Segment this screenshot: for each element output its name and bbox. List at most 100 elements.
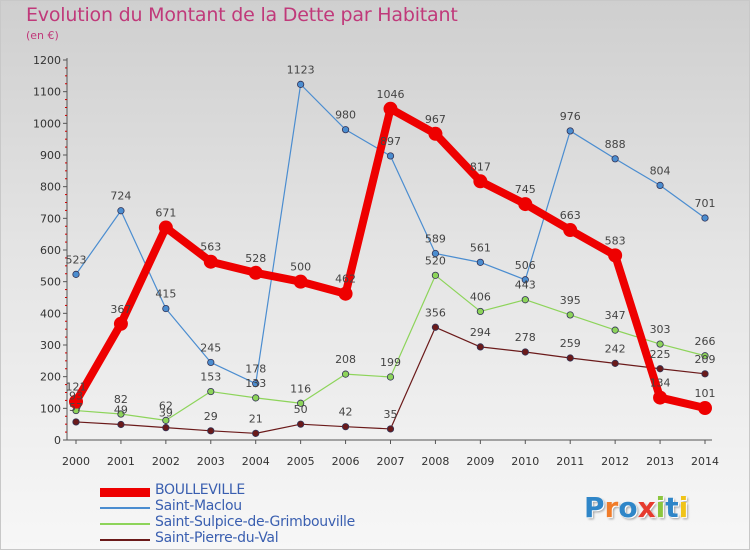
x-tick-label: 2011 [556, 455, 584, 468]
data-point [338, 286, 353, 301]
logo-letter: P [584, 491, 605, 524]
legend-swatch [100, 487, 150, 497]
data-point [518, 197, 533, 212]
y-tick-label: 600 [40, 244, 61, 257]
data-label: 101 [695, 387, 716, 400]
data-point [117, 410, 125, 418]
data-label: 1123 [287, 63, 315, 76]
data-point [297, 420, 305, 428]
x-tick-label: 2000 [62, 455, 90, 468]
data-label: 209 [695, 353, 716, 366]
data-point [701, 352, 709, 360]
data-point [162, 304, 170, 313]
data-label: 804 [650, 164, 671, 177]
data-point [521, 348, 529, 356]
data-point [566, 354, 574, 362]
x-tick-label: 2001 [107, 455, 135, 468]
y-tick-label: 700 [40, 212, 61, 225]
data-point [117, 207, 125, 215]
data-point [293, 274, 308, 289]
y-tick-label: 1000 [33, 117, 61, 130]
y-tick-label: 1200 [33, 54, 61, 67]
data-point [431, 323, 440, 331]
data-label: 57 [69, 401, 83, 414]
data-label: 462 [335, 273, 356, 286]
data-point [113, 316, 128, 331]
logo-letter: r [604, 491, 619, 524]
data-label: 897 [380, 135, 401, 148]
proxiti-logo: Proxiti [584, 491, 688, 524]
data-label: 967 [425, 113, 446, 126]
data-point [656, 365, 664, 373]
data-label: 245 [200, 341, 221, 354]
data-point [431, 271, 440, 279]
data-point [383, 101, 398, 116]
data-point [297, 80, 305, 88]
data-point [386, 373, 395, 381]
chart-title: Evolution du Montant de la Dette par Hab… [26, 4, 458, 26]
x-tick-label: 2013 [646, 455, 674, 468]
y-tick-label: 900 [40, 149, 61, 162]
data-point [341, 423, 350, 431]
data-point [203, 254, 218, 269]
data-point [341, 370, 350, 378]
data-point [431, 249, 440, 258]
data-point [476, 307, 484, 316]
data-label: 134 [650, 377, 671, 390]
data-point [117, 420, 125, 429]
data-label: 347 [605, 309, 626, 322]
data-point [698, 401, 712, 416]
data-label: 121 [66, 381, 87, 394]
data-label: 561 [470, 241, 491, 254]
data-label: 1046 [377, 88, 405, 101]
data-label: 259 [560, 337, 581, 350]
data-point [428, 126, 443, 141]
data-label: 62 [159, 399, 173, 412]
data-label: 39 [159, 407, 173, 420]
y-tick-label: 1100 [33, 86, 61, 99]
data-label: 133 [245, 377, 266, 390]
data-label: 242 [605, 342, 626, 355]
data-point [207, 427, 215, 435]
data-label: 523 [66, 253, 87, 266]
data-label: 199 [380, 356, 401, 369]
legend-label: Saint-Maclou [155, 498, 242, 514]
data-label: 21 [249, 412, 263, 425]
data-label: 225 [650, 348, 671, 361]
data-label: 42 [339, 406, 353, 419]
data-point [566, 127, 574, 135]
data-label: 443 [515, 279, 536, 292]
data-label: 93 [69, 390, 83, 403]
data-point [611, 155, 619, 163]
y-tick-label: 800 [40, 181, 61, 194]
data-point [72, 418, 80, 426]
x-tick-label: 2010 [511, 455, 539, 468]
data-label: 266 [695, 335, 716, 348]
data-label: 50 [294, 403, 308, 416]
data-point [656, 340, 664, 348]
data-label: 29 [204, 410, 218, 423]
data-point [252, 429, 260, 437]
data-point [563, 223, 578, 238]
data-point [386, 425, 395, 433]
data-label: 663 [560, 209, 581, 222]
data-point [252, 380, 260, 388]
data-label: 415 [155, 288, 176, 301]
data-label: 294 [470, 326, 491, 339]
data-point [521, 296, 529, 304]
data-point [611, 326, 619, 334]
data-label: 976 [560, 110, 581, 123]
data-label: 208 [335, 353, 356, 366]
y-tick-label: 100 [40, 402, 61, 415]
data-label: 82 [114, 393, 128, 406]
data-label: 49 [114, 403, 128, 416]
data-label: 980 [335, 109, 356, 122]
x-tick-label: 2007 [377, 455, 405, 468]
data-point [207, 387, 215, 396]
x-tick-label: 2003 [197, 455, 225, 468]
data-point [476, 343, 484, 351]
x-tick-label: 2009 [466, 455, 494, 468]
data-label: 520 [425, 254, 446, 267]
data-label: 500 [290, 261, 311, 274]
data-label: 506 [515, 259, 536, 272]
